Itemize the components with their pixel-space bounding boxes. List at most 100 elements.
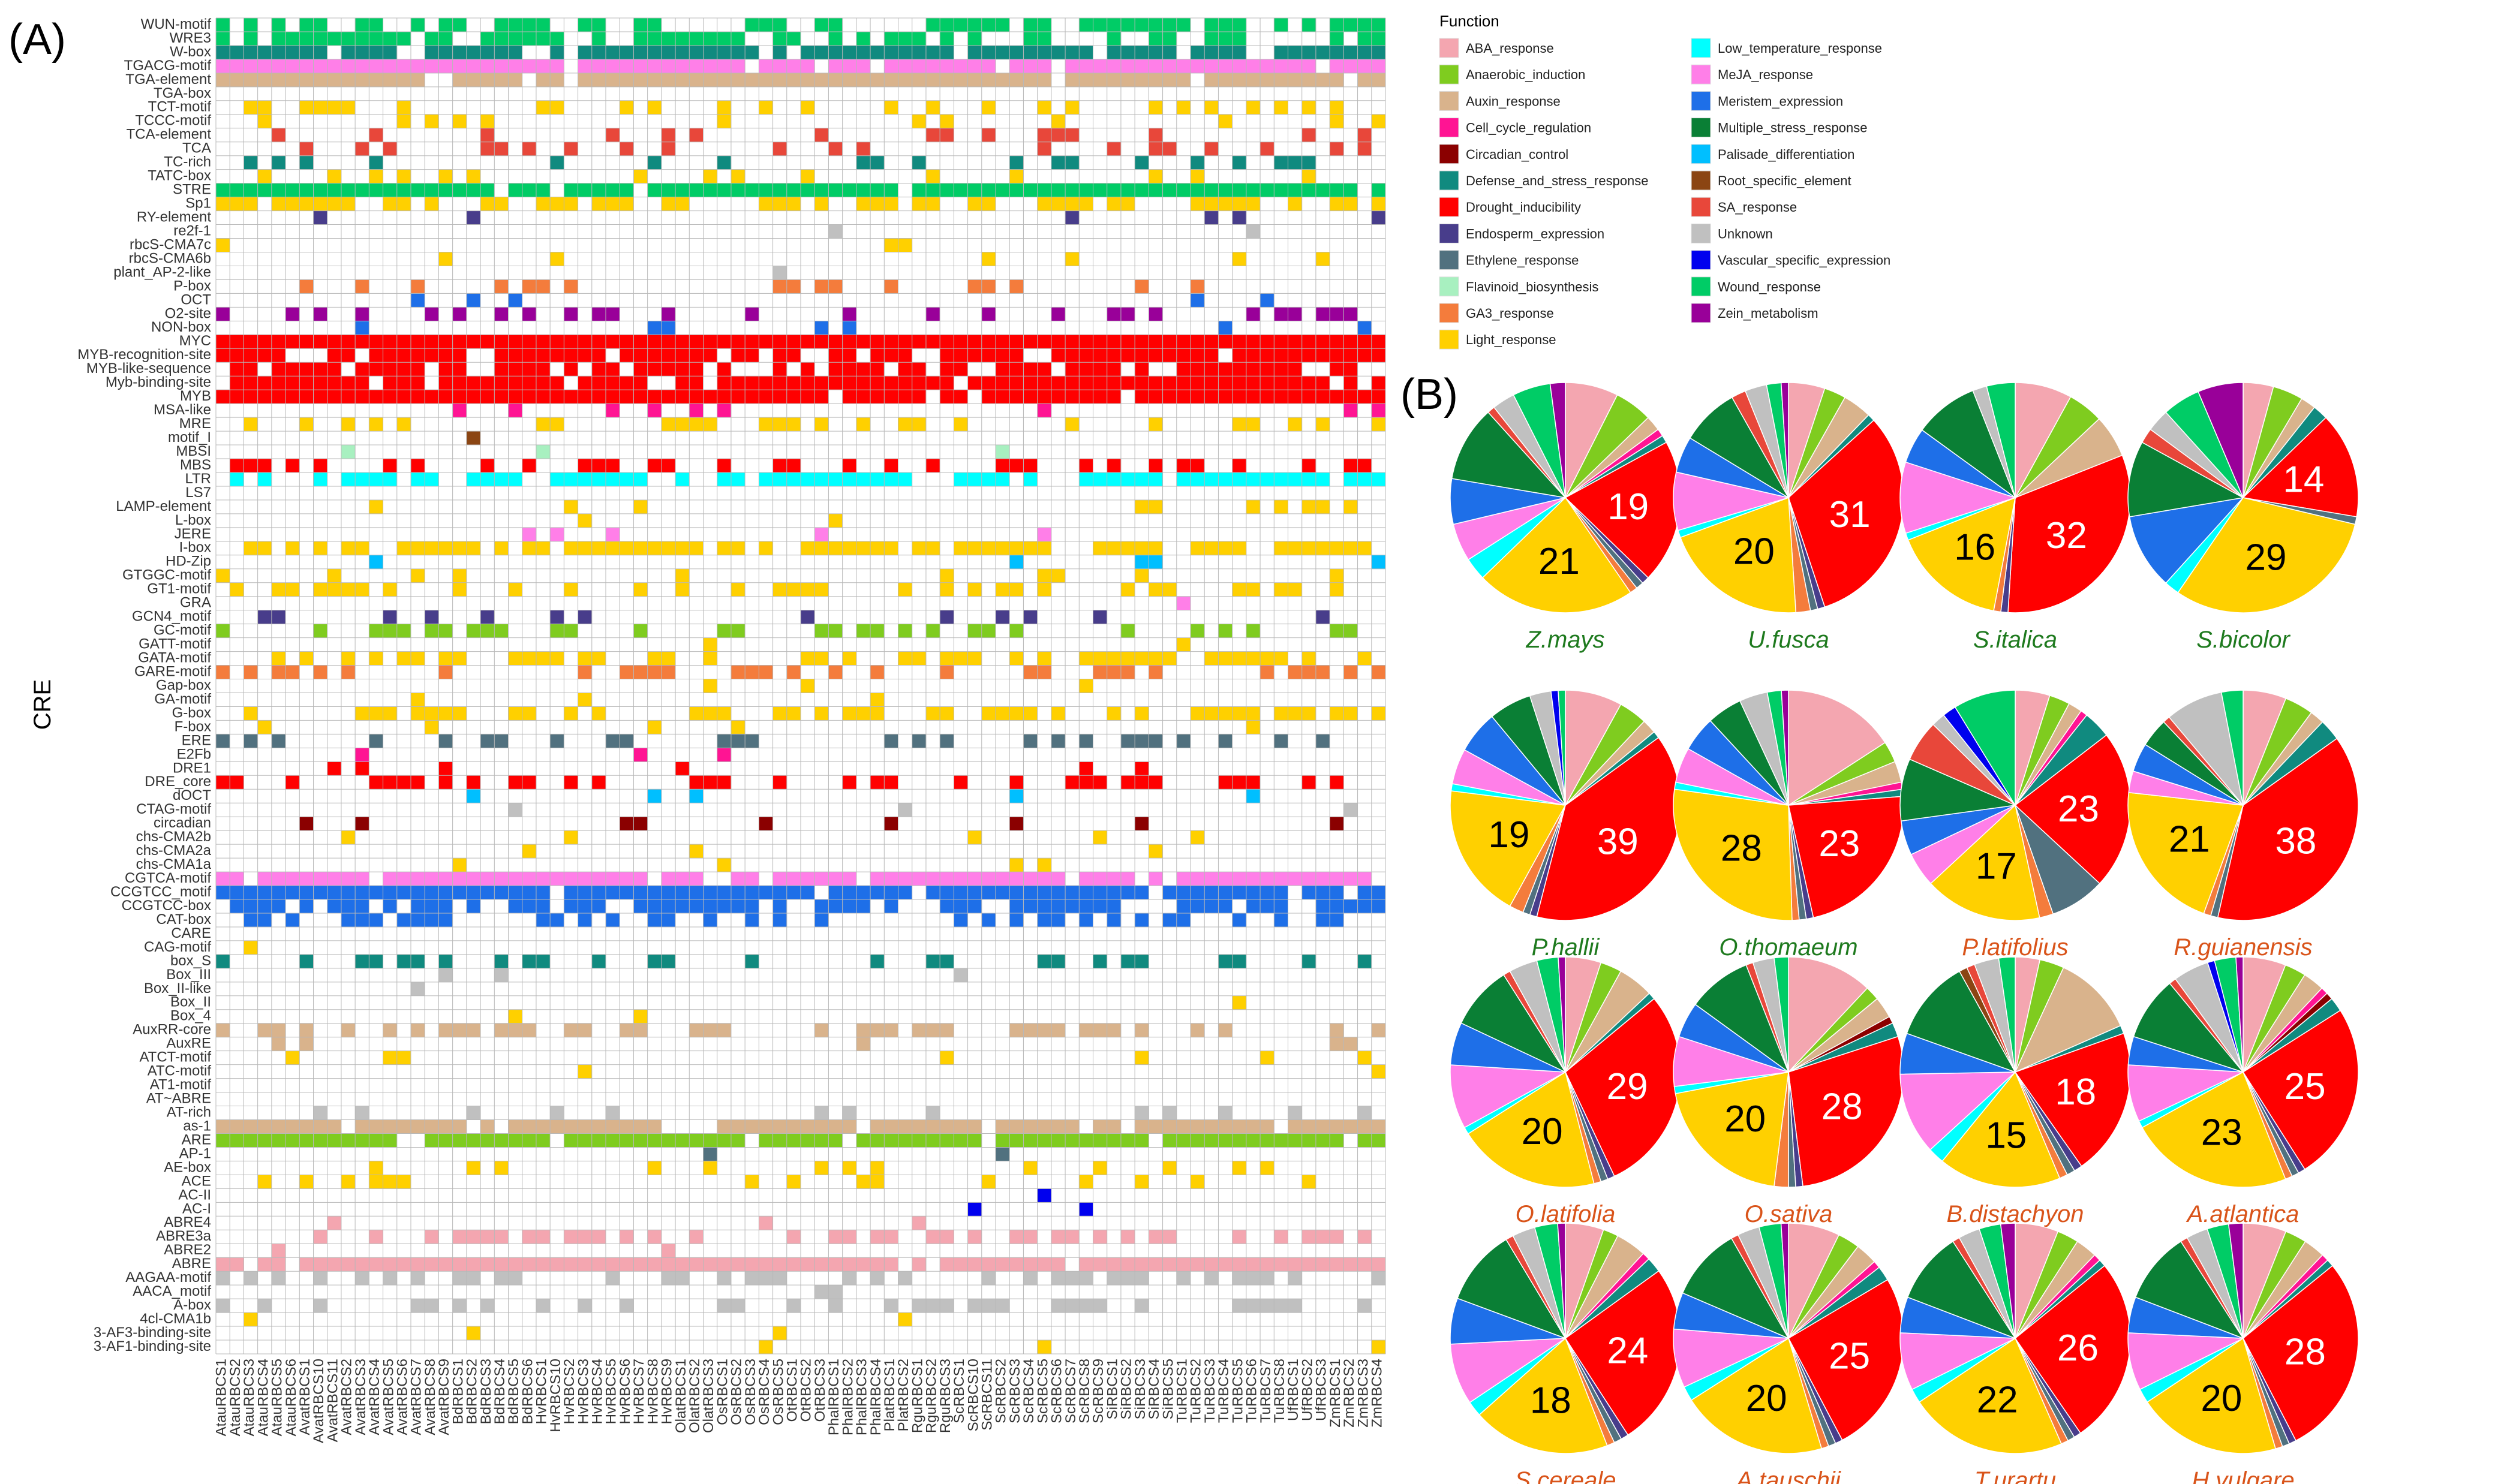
heatmap-cell: [1009, 1023, 1024, 1038]
heatmap-cell: [383, 335, 398, 349]
heatmap-cell: [1204, 142, 1219, 156]
pie-slice: [1673, 788, 1793, 921]
heatmap-cell: [494, 73, 509, 88]
heatmap-cell: [411, 362, 425, 377]
heatmap-cell: [842, 872, 857, 886]
heatmap-cell: [341, 45, 356, 60]
heatmap-cell: [828, 624, 843, 638]
pie-slice: [1906, 971, 2016, 1073]
heatmap-cell: [981, 472, 996, 487]
heatmap-cell: [383, 872, 398, 886]
heatmap-cell: [438, 390, 453, 404]
heatmap-cell: [731, 720, 746, 735]
heatmap-cell: [1135, 1175, 1149, 1189]
heatmap-cell: [508, 335, 523, 349]
heatmap-cell: [1037, 128, 1052, 143]
heatmap-cell: [578, 348, 593, 363]
pie-slice: [1456, 1239, 1567, 1339]
heatmap-cell: [856, 73, 871, 88]
pie-slice: [1899, 1071, 2016, 1151]
heatmap-cell: [745, 183, 759, 197]
heatmap-cell: [870, 886, 885, 900]
heatmap-column-label: UfRBCS1: [1285, 1359, 1301, 1421]
heatmap-cell: [828, 31, 843, 46]
heatmap-cell: [1246, 100, 1261, 115]
heatmap-cell: [383, 31, 398, 46]
heatmap-cell: [327, 761, 342, 776]
heatmap-cell: [745, 18, 759, 32]
heatmap-cell: [772, 899, 787, 914]
heatmap-cell: [1037, 197, 1052, 211]
heatmap-cell: [1135, 1271, 1149, 1286]
heatmap-cell: [967, 1299, 982, 1313]
heatmap-cell: [1371, 1271, 1386, 1286]
heatmap-cell: [1371, 18, 1386, 32]
heatmap-cell: [1204, 872, 1219, 886]
heatmap-cell: [606, 390, 620, 404]
legend-swatch: [1691, 38, 1711, 58]
heatmap-cell: [257, 390, 272, 404]
heatmap-cell: [1232, 1133, 1247, 1148]
heatmap-cell: [1330, 1119, 1344, 1134]
heatmap-cell: [299, 142, 314, 156]
heatmap-cell: [1246, 390, 1261, 404]
heatmap-cell: [216, 1257, 230, 1272]
heatmap-cell: [661, 899, 676, 914]
heatmap-cell: [216, 624, 230, 638]
heatmap-cell: [814, 872, 829, 886]
pie-value-label: 21: [1538, 541, 1580, 582]
heatmap-cell: [257, 1299, 272, 1313]
heatmap-cell: [606, 1133, 620, 1148]
heatmap-cell: [1288, 1106, 1303, 1120]
heatmap-cell: [996, 541, 1010, 556]
heatmap-cell: [703, 637, 718, 652]
legend-label: Flavinoid_biosynthesis: [1466, 279, 1598, 294]
heatmap-cell: [244, 940, 258, 955]
heatmap-cell: [1135, 73, 1149, 88]
heatmap-cell: [550, 252, 564, 266]
heatmap-cell: [257, 872, 272, 886]
heatmap-cell: [717, 1257, 732, 1272]
heatmap-row-label: I-box: [179, 540, 211, 556]
heatmap-cell: [1218, 31, 1233, 46]
heatmap-cell: [1218, 183, 1233, 197]
heatmap-cell: [940, 899, 954, 914]
heatmap-cell: [1232, 335, 1247, 349]
heatmap-cell: [564, 197, 578, 211]
heatmap-cell: [1274, 541, 1288, 556]
heatmap-cell: [1246, 1271, 1261, 1286]
heatmap-cell: [1232, 155, 1247, 170]
heatmap-row-label: chs-CMA2a: [136, 842, 212, 859]
heatmap-row-label: ABRE: [172, 1256, 211, 1272]
heatmap-cell: [411, 390, 425, 404]
heatmap-cell: [396, 73, 411, 88]
heatmap-cell: [925, 459, 940, 473]
heatmap-column-label: OsRBCS5: [770, 1359, 786, 1425]
heatmap-cell: [1037, 1188, 1052, 1203]
heatmap-column-label: AvatRBCS2: [339, 1359, 355, 1435]
heatmap-cell: [1093, 665, 1108, 679]
heatmap-cell: [814, 183, 829, 197]
heatmap-cell: [411, 472, 425, 487]
heatmap-cell: [689, 789, 704, 803]
heatmap-cell: [1274, 390, 1288, 404]
heatmap-cell: [327, 872, 342, 886]
heatmap-cell: [1288, 362, 1303, 377]
legend-swatch: [1691, 303, 1711, 323]
heatmap-cell: [327, 31, 342, 46]
heatmap-cell: [1330, 568, 1344, 583]
pie-slice: [2242, 1010, 2359, 1170]
heatmap-cell: [313, 1257, 328, 1272]
heatmap-cell: [898, 582, 913, 597]
heatmap-cell: [981, 886, 996, 900]
heatmap-cell: [355, 706, 369, 721]
heatmap-row-label: G-box: [172, 705, 211, 721]
pie-charts: 1921Z.mays3120U.fusca3216S.italica1429S.…: [1450, 382, 2359, 1484]
heatmap-cell: [912, 335, 927, 349]
heatmap-cell: [661, 665, 676, 679]
heatmap-cell: [1330, 582, 1344, 597]
heatmap-cell: [1120, 376, 1135, 390]
heatmap-cell: [1065, 183, 1080, 197]
heatmap-cell: [230, 376, 244, 390]
